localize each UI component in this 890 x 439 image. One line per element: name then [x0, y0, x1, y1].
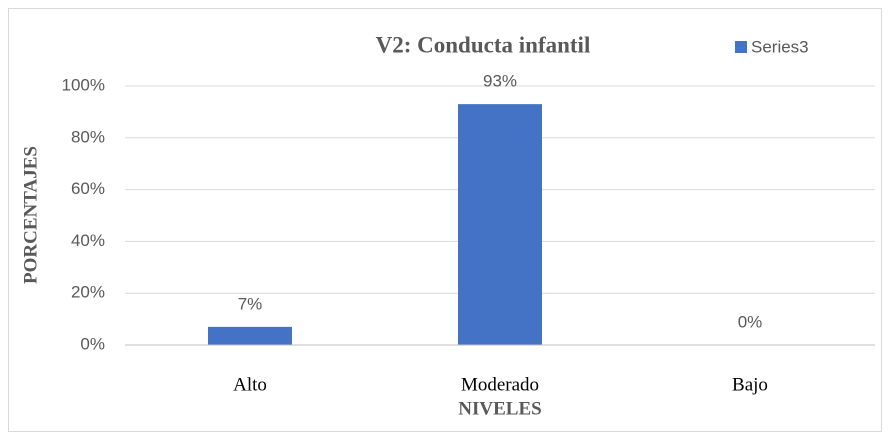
chart-frame: [8, 8, 882, 432]
y-tick-label: 20%: [71, 283, 105, 302]
y-tick-label: 80%: [71, 127, 105, 146]
x-tick-label: Moderado: [461, 374, 539, 395]
y-tick-label: 100%: [62, 75, 105, 94]
legend-swatch: [735, 41, 747, 53]
chart-title: V2: Conducta infantil: [376, 32, 591, 57]
data-label: 7%: [238, 294, 263, 313]
legend-label: Series3: [751, 37, 809, 56]
x-axis-label: NIVELES: [458, 398, 541, 419]
y-axis-label: PORCENTAJES: [20, 146, 41, 284]
bar: [458, 104, 542, 345]
data-label: 93%: [483, 72, 517, 91]
y-tick-label: 60%: [71, 179, 105, 198]
y-tick-label: 0%: [80, 334, 105, 353]
x-tick-label: Alto: [233, 374, 267, 395]
y-tick-label: 40%: [71, 231, 105, 250]
bar: [208, 326, 292, 345]
x-tick-label: Bajo: [732, 374, 768, 395]
data-label: 0%: [738, 312, 763, 331]
